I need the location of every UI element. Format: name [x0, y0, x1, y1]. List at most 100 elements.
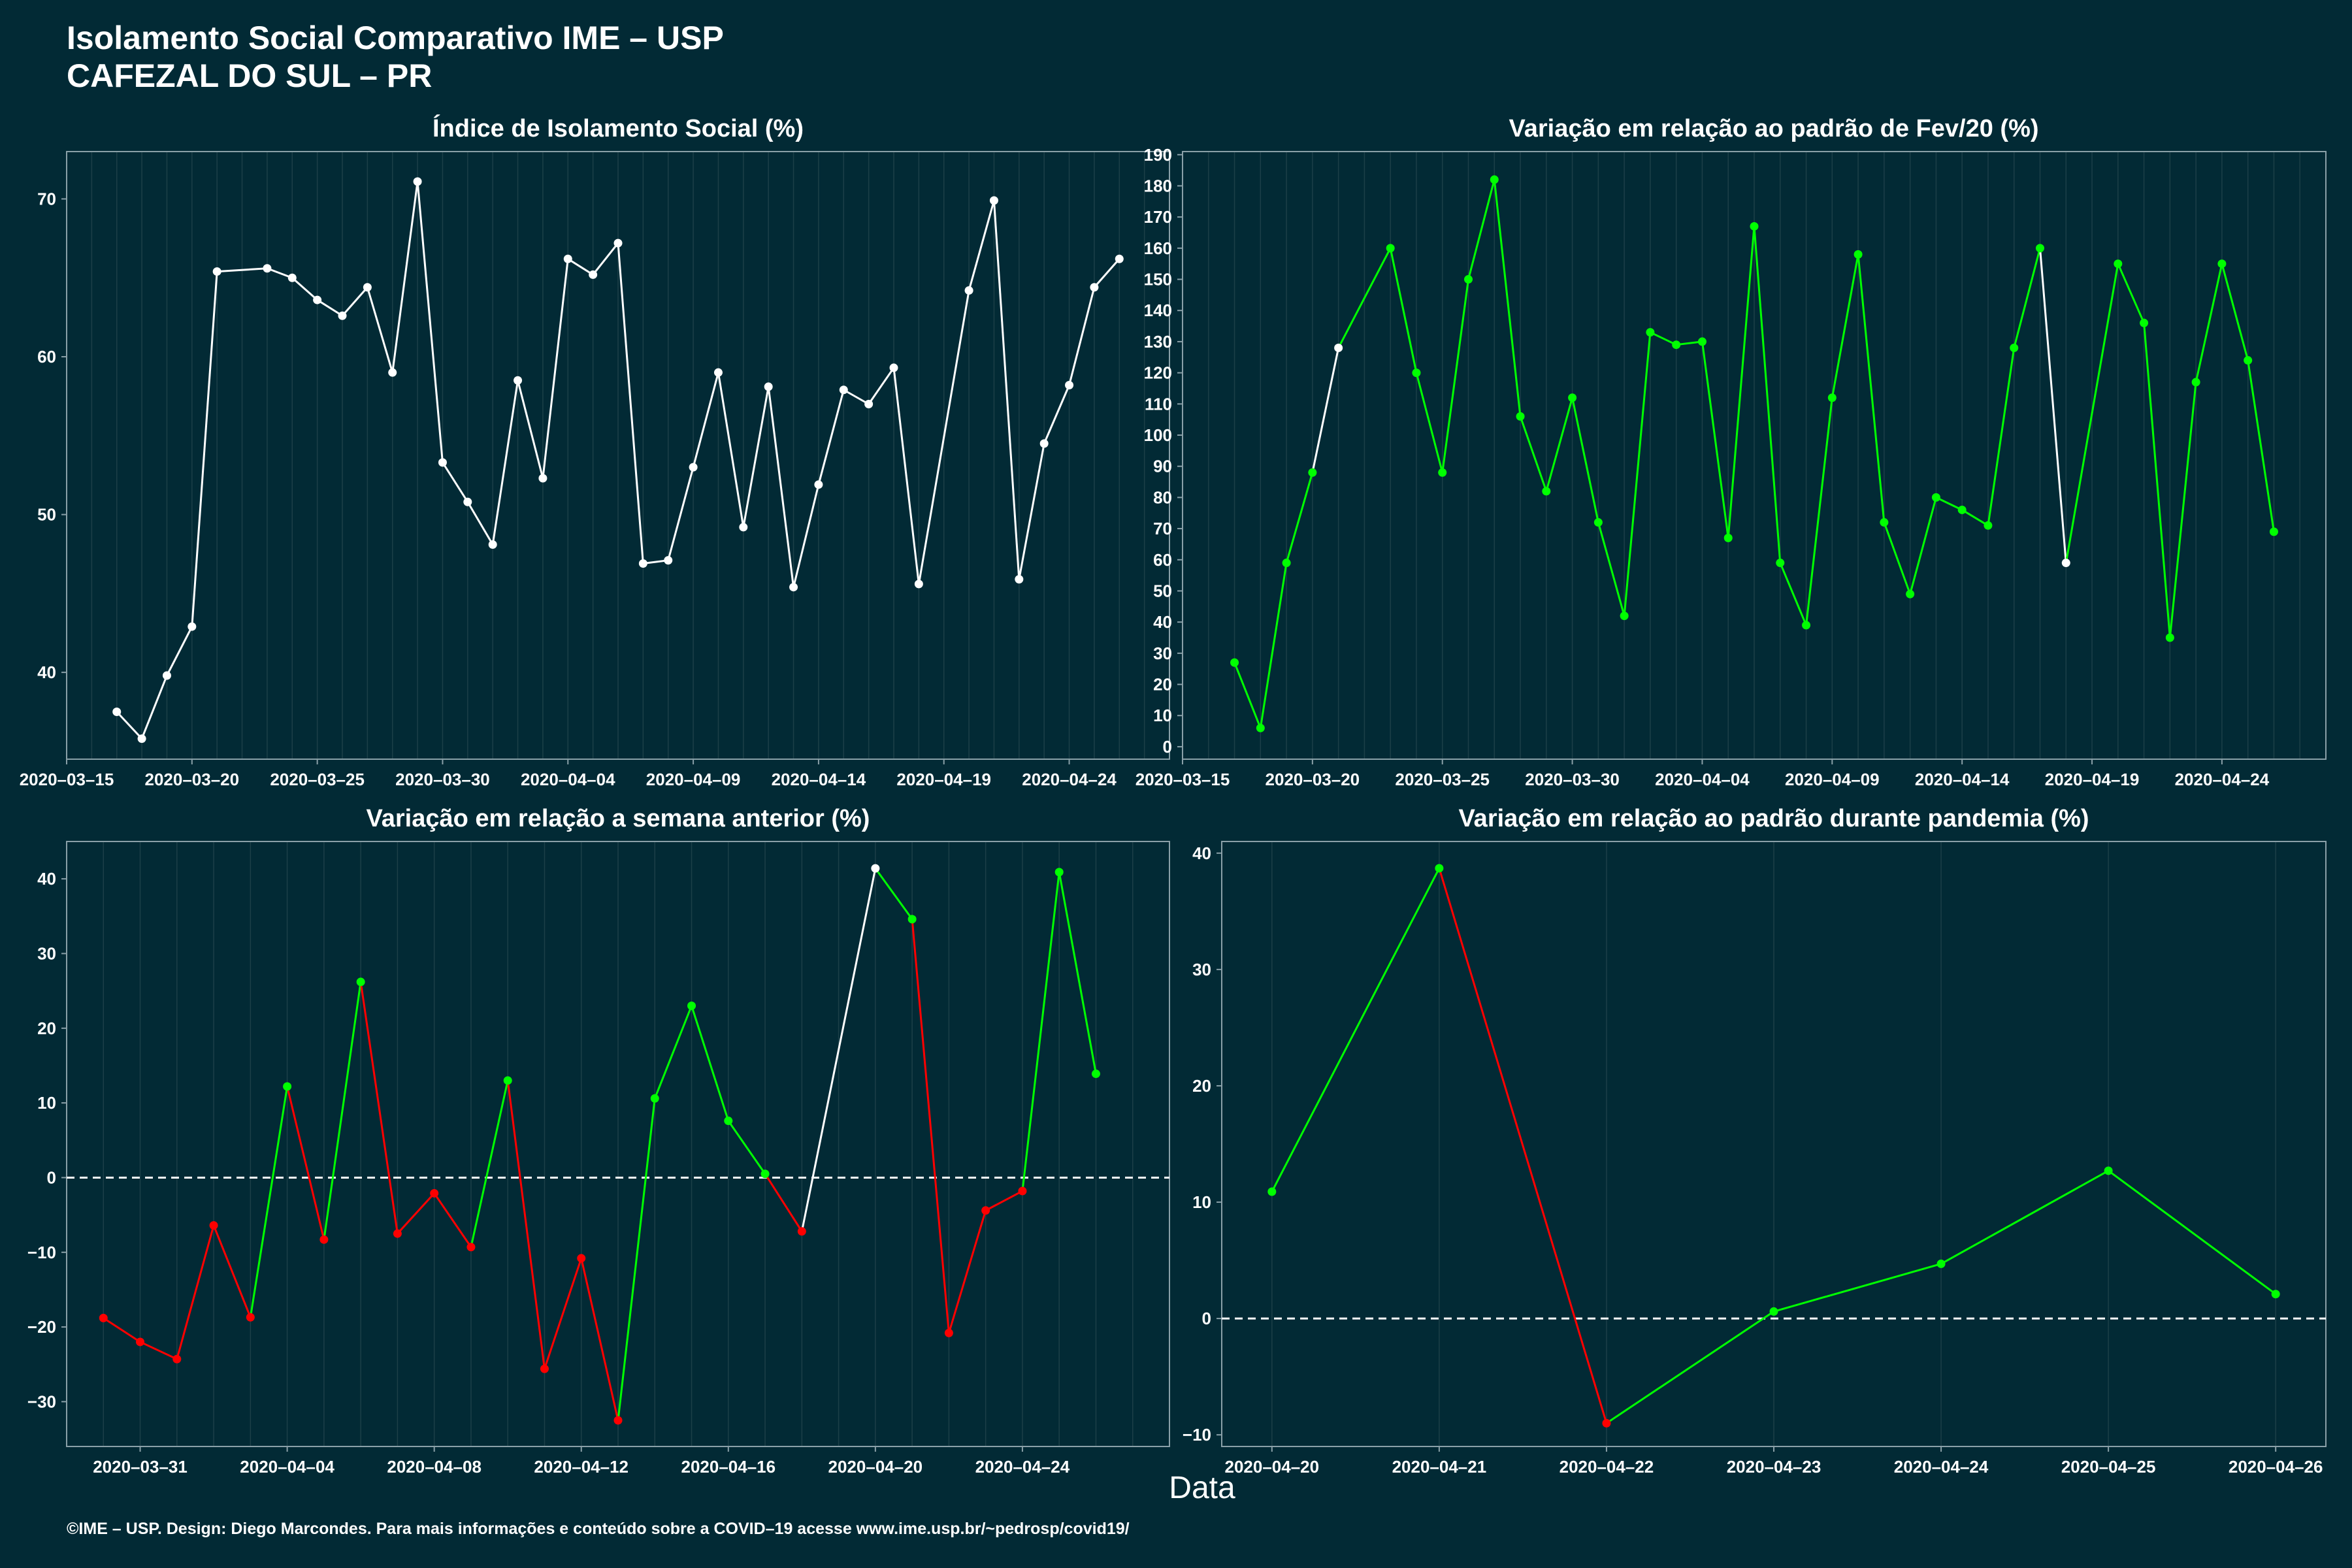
- x-tick-label: 2020–04–04: [240, 1457, 335, 1477]
- series-segment: [397, 1192, 435, 1235]
- x-tick-label: 2020–04–14: [772, 770, 866, 789]
- series-segment: [2013, 248, 2041, 348]
- series-segment: [1093, 258, 1120, 288]
- series-segment: [1753, 226, 1782, 563]
- data-point: [1854, 250, 1863, 259]
- data-point: [814, 480, 823, 489]
- data-point: [638, 559, 647, 568]
- data-point: [589, 270, 598, 279]
- data-point: [2165, 633, 2174, 642]
- series-segment: [868, 367, 895, 405]
- chart-title-line2: CAFEZAL DO SUL – PR: [67, 57, 433, 94]
- x-axis-label: Data: [1169, 1471, 1235, 1505]
- data-point: [212, 267, 221, 276]
- series-segment: [667, 466, 694, 561]
- x-tick-label: 2020–04–19: [896, 770, 991, 789]
- series-segment: [691, 1005, 730, 1122]
- x-tick-label: 2020–04–22: [1560, 1457, 1654, 1477]
- x-tick-label: 2020–04–12: [534, 1457, 629, 1477]
- data-point: [1282, 559, 1291, 568]
- y-tick-label: 80: [1153, 487, 1172, 507]
- series-segment: [580, 1258, 619, 1421]
- data-point: [797, 1227, 806, 1236]
- series-segment: [191, 271, 218, 627]
- x-tick-label: 2020–04–04: [1655, 770, 1750, 789]
- series-segment: [1805, 397, 1833, 626]
- data-point: [136, 1337, 145, 1347]
- series-segment: [217, 267, 268, 273]
- data-point: [319, 1235, 329, 1244]
- data-point: [112, 708, 122, 717]
- x-tick-label: 2020–04–16: [681, 1457, 776, 1477]
- series-segment: [911, 919, 950, 1333]
- series-segment: [466, 501, 494, 546]
- series-segment: [1058, 872, 1097, 1074]
- series-segment: [764, 1173, 803, 1232]
- series-segment: [341, 286, 368, 317]
- data-point: [724, 1117, 733, 1126]
- series-segment: [592, 242, 619, 276]
- series-segment: [992, 200, 1021, 580]
- x-tick-label: 2020–03–15: [20, 770, 114, 789]
- series-segment: [1311, 348, 1340, 473]
- data-point: [172, 1354, 182, 1364]
- data-point: [1750, 221, 1759, 231]
- data-point: [1931, 493, 1940, 502]
- series-segment: [1441, 279, 1469, 473]
- data-point: [1672, 340, 1681, 350]
- series-segment: [1831, 254, 1859, 399]
- data-point: [188, 622, 197, 631]
- data-point: [1490, 175, 1499, 184]
- data-point: [1015, 575, 1024, 584]
- chart-title-line1: Isolamento Social Comparativo IME – USP: [67, 20, 724, 56]
- series-segment: [323, 981, 362, 1240]
- y-tick-label: 190: [1144, 145, 1172, 165]
- data-point: [944, 1328, 953, 1337]
- footer-credits: ©IME – USP. Design: Diego Marcondes. Par…: [67, 1520, 1130, 1538]
- data-point: [287, 273, 297, 282]
- series-segment: [1271, 868, 1441, 1192]
- series-segment: [1519, 416, 1548, 492]
- y-tick-label: −10: [27, 1243, 56, 1262]
- series-segment: [359, 981, 399, 1234]
- series-segment: [892, 367, 920, 585]
- series-segment: [2065, 263, 2119, 563]
- data-point: [1516, 412, 1525, 421]
- panel-title-pandemia: Variação em relação ao padrão durante pa…: [1458, 805, 2089, 832]
- data-point: [514, 376, 523, 385]
- data-point: [764, 382, 773, 391]
- series-segment: [1935, 497, 1963, 511]
- series-segment: [391, 181, 419, 373]
- y-tick-label: 0: [1202, 1309, 1211, 1328]
- data-point: [1542, 487, 1551, 496]
- data-point: [1464, 275, 1473, 284]
- y-tick-label: 30: [37, 943, 56, 963]
- x-tick-label: 2020–04–24: [1894, 1457, 1989, 1477]
- data-point: [488, 540, 497, 549]
- data-point: [356, 977, 365, 987]
- data-point: [413, 177, 422, 186]
- data-point: [1936, 1259, 1946, 1268]
- data-point: [577, 1254, 586, 1263]
- series-segment: [212, 1225, 252, 1318]
- series-segment: [267, 267, 293, 279]
- series-segment: [653, 1005, 693, 1099]
- series-segment: [1727, 226, 1756, 538]
- data-point: [1256, 723, 1265, 732]
- data-point: [162, 671, 171, 680]
- data-point: [839, 385, 848, 395]
- series-segment: [506, 1080, 546, 1369]
- data-point: [2217, 259, 2227, 269]
- series-segment: [1676, 340, 1703, 346]
- data-point: [1267, 1187, 1277, 1196]
- series-segment: [692, 372, 719, 468]
- data-point: [964, 286, 973, 295]
- data-point: [283, 1082, 292, 1091]
- data-point: [2104, 1166, 2113, 1175]
- data-point: [1602, 1418, 1611, 1428]
- data-point: [989, 196, 998, 205]
- x-tick-label: 2020–03–15: [1135, 770, 1230, 789]
- data-point: [466, 1243, 476, 1252]
- series-segment: [1597, 522, 1625, 617]
